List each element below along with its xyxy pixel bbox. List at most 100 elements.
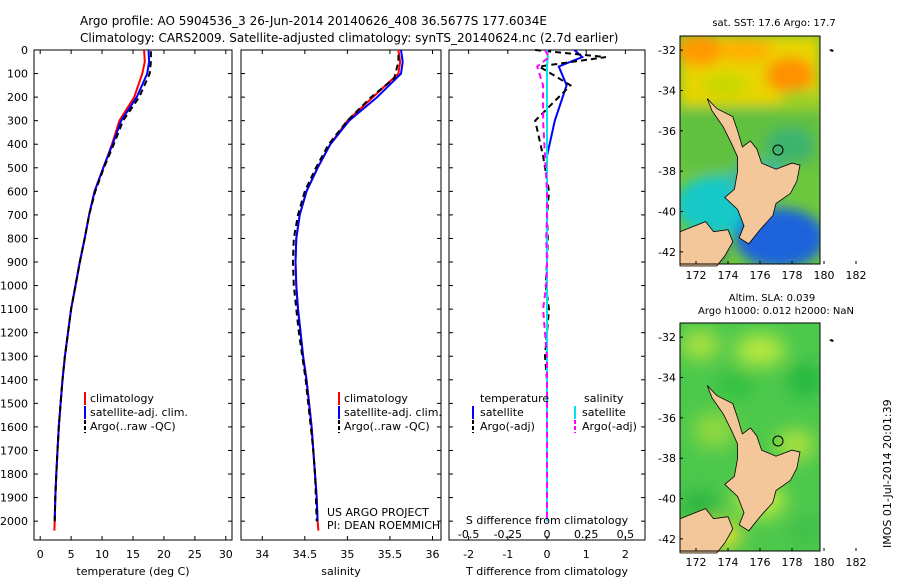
project-annotation: US ARGO PROJECT <box>327 506 429 519</box>
series-argo-raw-qc- <box>291 54 400 522</box>
difference-lines <box>534 49 606 522</box>
y-tick-label: 800 <box>7 232 28 245</box>
sst-map: sat. SST: 17.6 Argo: 17.7 172 174 176 1 <box>658 18 866 282</box>
y-tick-label: 2000 <box>0 515 28 528</box>
x-tick-label: 2 <box>622 548 629 561</box>
map-x-tick-label: 178 <box>782 556 803 569</box>
x-tick-label: 34 <box>255 548 269 561</box>
sla-map-title-2: Argo h1000: 0.012 h2000: NaN <box>698 306 854 317</box>
y-tick-label: 900 <box>7 256 28 269</box>
y-tick-label: 1800 <box>0 468 28 481</box>
map-y-tick-label: -40 <box>658 206 676 219</box>
header-line1: Argo profile: AO 5904536_3 26-Jun-2014 2… <box>80 14 547 28</box>
map-y-tick-label: -32 <box>658 44 676 57</box>
map-x-tick-label: 174 <box>718 556 739 569</box>
y-tick-label: 0 <box>21 44 28 57</box>
sst-map-axes: 172 174 176 178 180 182 -32 -34 -36 -38 -40 -42 <box>658 44 866 282</box>
sla-float-marker <box>772 435 784 447</box>
x-tick-label: 36 <box>425 548 439 561</box>
y-tick-label: 1300 <box>0 350 28 363</box>
sla-island <box>829 339 834 342</box>
x-tick-label: 35.5 <box>378 548 403 561</box>
series-argo-raw-qc- <box>53 51 152 522</box>
sst-island <box>829 49 834 52</box>
header-line2: Climatology: CARS2009. Satellite-adjuste… <box>80 31 618 45</box>
sla-land <box>679 385 801 554</box>
difference-panel: -2 -1 0 1 2 -0.5 -0.25 0 0.25 0.5 T difference fr… <box>448 49 646 578</box>
sst-float-marker <box>772 144 784 156</box>
legend-satellite: satellite-adj. clim. <box>344 406 442 419</box>
x-tick-label: 0 <box>544 548 551 561</box>
x-tick-label-s: -0.5 <box>458 528 479 541</box>
map-y-tick-label: -42 <box>658 246 676 259</box>
map-y-tick-label: -34 <box>658 371 676 384</box>
x-tick-label: 35 <box>340 548 354 561</box>
sst-map-title: sat. SST: 17.6 Argo: 17.7 <box>712 18 835 29</box>
x-tick-label: 10 <box>95 548 109 561</box>
map-y-tick-label: -36 <box>658 125 676 138</box>
sla-map: Altim. SLA: 0.039 Argo h1000: 0.012 h200… <box>658 293 866 569</box>
temperature-legend: climatology satellite-adj. clim. Argo(..… <box>84 392 188 433</box>
map-y-tick-label: -38 <box>658 452 676 465</box>
difference-xlabel: T difference from climatology <box>465 565 628 578</box>
y-tick-label: 1200 <box>0 327 28 340</box>
legend-t-satellite: satellite <box>480 406 524 419</box>
x-tick-label: -2 <box>463 548 474 561</box>
legend-s-argo: Argo(-adj) <box>582 420 637 433</box>
map-y-tick-label: -36 <box>658 412 676 425</box>
y-tick-label: 100 <box>7 68 28 81</box>
legend-argo: Argo(..raw -QC) <box>344 420 430 433</box>
map-x-tick-label: 180 <box>814 269 835 282</box>
x-tick-label-s: 0.5 <box>617 528 635 541</box>
north-island <box>706 98 801 245</box>
salinity-y-ticks <box>241 49 441 522</box>
salinity-xlabel: salinity <box>321 565 361 578</box>
legend-climatology: climatology <box>344 392 408 405</box>
y-tick-label: 500 <box>7 162 28 175</box>
salinity-lines <box>291 49 404 531</box>
map-y-tick-label: -32 <box>658 331 676 344</box>
legend-salinity-title: salinity <box>584 392 624 405</box>
map-x-tick-label: 180 <box>814 556 835 569</box>
x-tick-label: 20 <box>157 548 171 561</box>
x-tick-label: 1 <box>583 548 590 561</box>
x-tick-label: 15 <box>126 548 140 561</box>
temperature-panel: 0100200300400500600700800900100011001200… <box>0 44 233 578</box>
map-y-tick-label: -34 <box>658 84 676 97</box>
pi-annotation: PI: DEAN ROEMMICH <box>327 519 440 532</box>
north-island <box>706 385 801 532</box>
timestamp-footer: IMOS 01-Jul-2014 20:01:39 <box>881 399 894 548</box>
y-tick-label: 1700 <box>0 444 28 457</box>
temperature-x-axis: 0 5 10 15 20 25 30 <box>37 50 233 561</box>
x-tick-label: 34.5 <box>293 548 318 561</box>
sst-map-frame <box>679 35 821 265</box>
x-tick-label-s: -0.25 <box>494 528 522 541</box>
y-tick-label: 600 <box>7 185 28 198</box>
map-x-tick-label: 176 <box>750 556 771 569</box>
map-x-tick-label: 172 <box>686 269 707 282</box>
sla-map-title-1: Altim. SLA: 0.039 <box>729 293 815 304</box>
map-x-tick-label: 172 <box>686 556 707 569</box>
map-y-tick-label: -40 <box>658 493 676 506</box>
legend-temperature-title: temperature <box>480 392 549 405</box>
temperature-lines <box>53 49 152 531</box>
legend-argo: Argo(..raw -QC) <box>90 420 176 433</box>
temperature-xlabel: temperature (deg C) <box>76 565 189 578</box>
y-tick-label: 300 <box>7 115 28 128</box>
difference-x-axis: -2 -1 0 1 2 -0.5 -0.25 0 0.25 0.5 <box>458 50 634 561</box>
map-x-tick-label: 178 <box>782 269 803 282</box>
difference-y-ticks <box>449 49 645 522</box>
sla-map-frame <box>679 322 821 552</box>
map-x-tick-label: 174 <box>718 269 739 282</box>
x-tick-label: 25 <box>188 548 202 561</box>
legend-s-satellite: satellite <box>582 406 626 419</box>
south-island <box>679 508 734 554</box>
map-y-tick-label: -42 <box>658 533 676 546</box>
sla-map-axes: 172 174 176 178 180 182 -32 -34 -36 -38 -40 -42 <box>658 331 866 569</box>
x-tick-label-s: 0.25 <box>574 528 599 541</box>
difference-xlabel-top: S difference from climatology <box>466 514 629 527</box>
legend-climatology: climatology <box>90 392 154 405</box>
temperature-axes <box>33 49 233 541</box>
series-salinity-argo-adj- <box>536 49 551 522</box>
